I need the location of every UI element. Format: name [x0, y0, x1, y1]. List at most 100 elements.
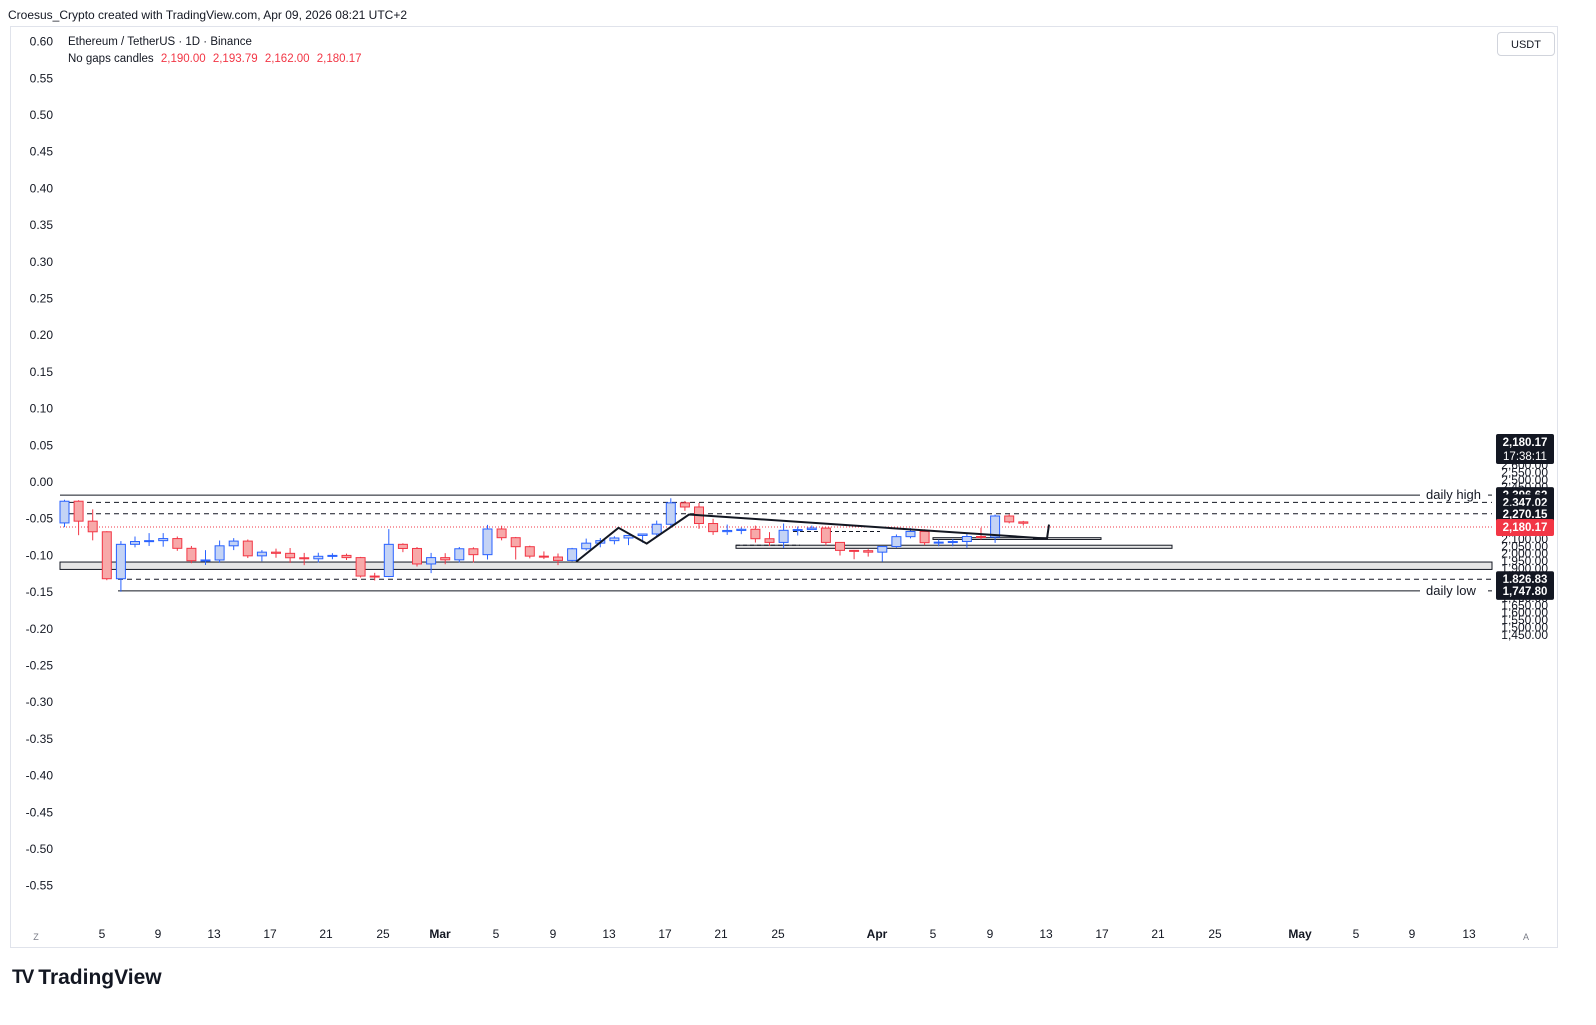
candle [172, 536, 183, 551]
x-axis-label: Apr [867, 927, 888, 941]
candle [947, 539, 958, 547]
x-axis-label: 13 [602, 927, 616, 941]
candle [256, 550, 267, 562]
candle [59, 499, 70, 528]
candle-body [355, 557, 366, 577]
price-tag [1496, 519, 1554, 537]
candle-body [440, 557, 451, 561]
right-axis-label: 2,000.00 [1501, 547, 1548, 561]
x-axis-label: 9 [1409, 927, 1416, 941]
candle [806, 525, 817, 531]
candle [186, 545, 197, 564]
candle-body [510, 537, 521, 548]
x-axis-label: 17 [263, 927, 277, 941]
candle [73, 500, 84, 536]
left-axis-label: -0.30 [26, 695, 54, 709]
candle [835, 541, 845, 556]
candle [200, 550, 211, 565]
level-label: daily high [1426, 487, 1481, 502]
candle-body [172, 538, 183, 549]
candle [877, 546, 888, 562]
currency-button[interactable]: USDT [1497, 32, 1555, 56]
candle [849, 549, 860, 560]
candle-body [383, 543, 394, 578]
candle [990, 514, 1001, 543]
price-tag-label: 2,180.17 [1503, 522, 1548, 534]
countdown-label: 17:38:11 [1503, 451, 1547, 463]
ohlc-high: 2,193.79 [212, 53, 258, 65]
candle [510, 536, 521, 560]
ohlc-open: 2,190.00 [160, 53, 206, 65]
x-axis-label: Mar [429, 927, 451, 941]
candle [412, 546, 422, 567]
price-tag [1496, 505, 1554, 523]
chart-frame [10, 26, 1558, 948]
left-axis-label: 0.20 [30, 328, 54, 342]
x-axis-label: 25 [376, 927, 390, 941]
candle-body [609, 537, 620, 542]
candle [383, 529, 394, 578]
x-axis-label: 17 [658, 927, 672, 941]
candle [891, 534, 902, 548]
candle-body [454, 548, 465, 561]
last-price-label: 2,180.17 [1503, 437, 1548, 449]
candle [651, 520, 662, 537]
left-axis-label: -0.20 [26, 622, 54, 636]
candle-body [73, 500, 84, 522]
candle-body [468, 548, 479, 556]
candle [750, 525, 761, 543]
candle [764, 532, 775, 546]
pattern-drawing[interactable] [575, 513, 1048, 563]
auto-scale-icon[interactable]: A [1522, 932, 1529, 942]
candle-body [144, 540, 155, 543]
candle-body [679, 502, 690, 508]
candle-body [581, 542, 592, 550]
right-axis-label: 2,500.00 [1501, 473, 1548, 487]
candle-body [792, 529, 803, 532]
candle-body [764, 538, 775, 543]
x-axis-label: 5 [930, 927, 937, 941]
candle [609, 536, 620, 545]
timezone-icon[interactable]: Z [33, 932, 39, 942]
candle-body [341, 554, 352, 559]
candle [313, 552, 324, 563]
left-axis-label: 0.60 [30, 35, 54, 49]
candle-body [397, 543, 408, 549]
right-axis-label: 1,600.00 [1501, 606, 1548, 620]
candle-body [313, 555, 324, 560]
candle-body [1004, 515, 1015, 523]
candle-body [115, 543, 126, 580]
price-tag [1496, 582, 1554, 600]
x-axis-label: May [1288, 927, 1312, 941]
candle-body [158, 538, 169, 542]
x-axis-label: 9 [550, 927, 557, 941]
candle [242, 539, 253, 559]
ohlc-low: 2,162.00 [264, 53, 310, 65]
candle-body [877, 546, 888, 553]
candle [708, 518, 719, 535]
candle [228, 538, 239, 551]
price-tag-label: 2,270.15 [1503, 509, 1548, 521]
candle-body [242, 540, 253, 557]
candle-body [820, 527, 831, 543]
candle-body [947, 541, 958, 544]
candle [567, 547, 578, 562]
candle-body [299, 557, 310, 560]
logo-text: TradingView [38, 966, 162, 989]
left-axis-label: 0.00 [30, 475, 54, 489]
candle [581, 538, 592, 551]
candle-body [200, 559, 211, 562]
candle-body [736, 528, 747, 531]
candle-body [87, 520, 98, 533]
x-axis-label: 21 [714, 927, 728, 941]
left-axis-label: 0.15 [30, 365, 54, 379]
candle [327, 553, 338, 560]
x-axis-label: 17 [1095, 927, 1109, 941]
candle-body [905, 530, 916, 538]
candle-body [567, 548, 578, 561]
candle-body [708, 523, 719, 533]
candle [355, 556, 366, 578]
last-price-tag [1496, 434, 1554, 464]
left-axis-label: 0.25 [30, 292, 54, 306]
